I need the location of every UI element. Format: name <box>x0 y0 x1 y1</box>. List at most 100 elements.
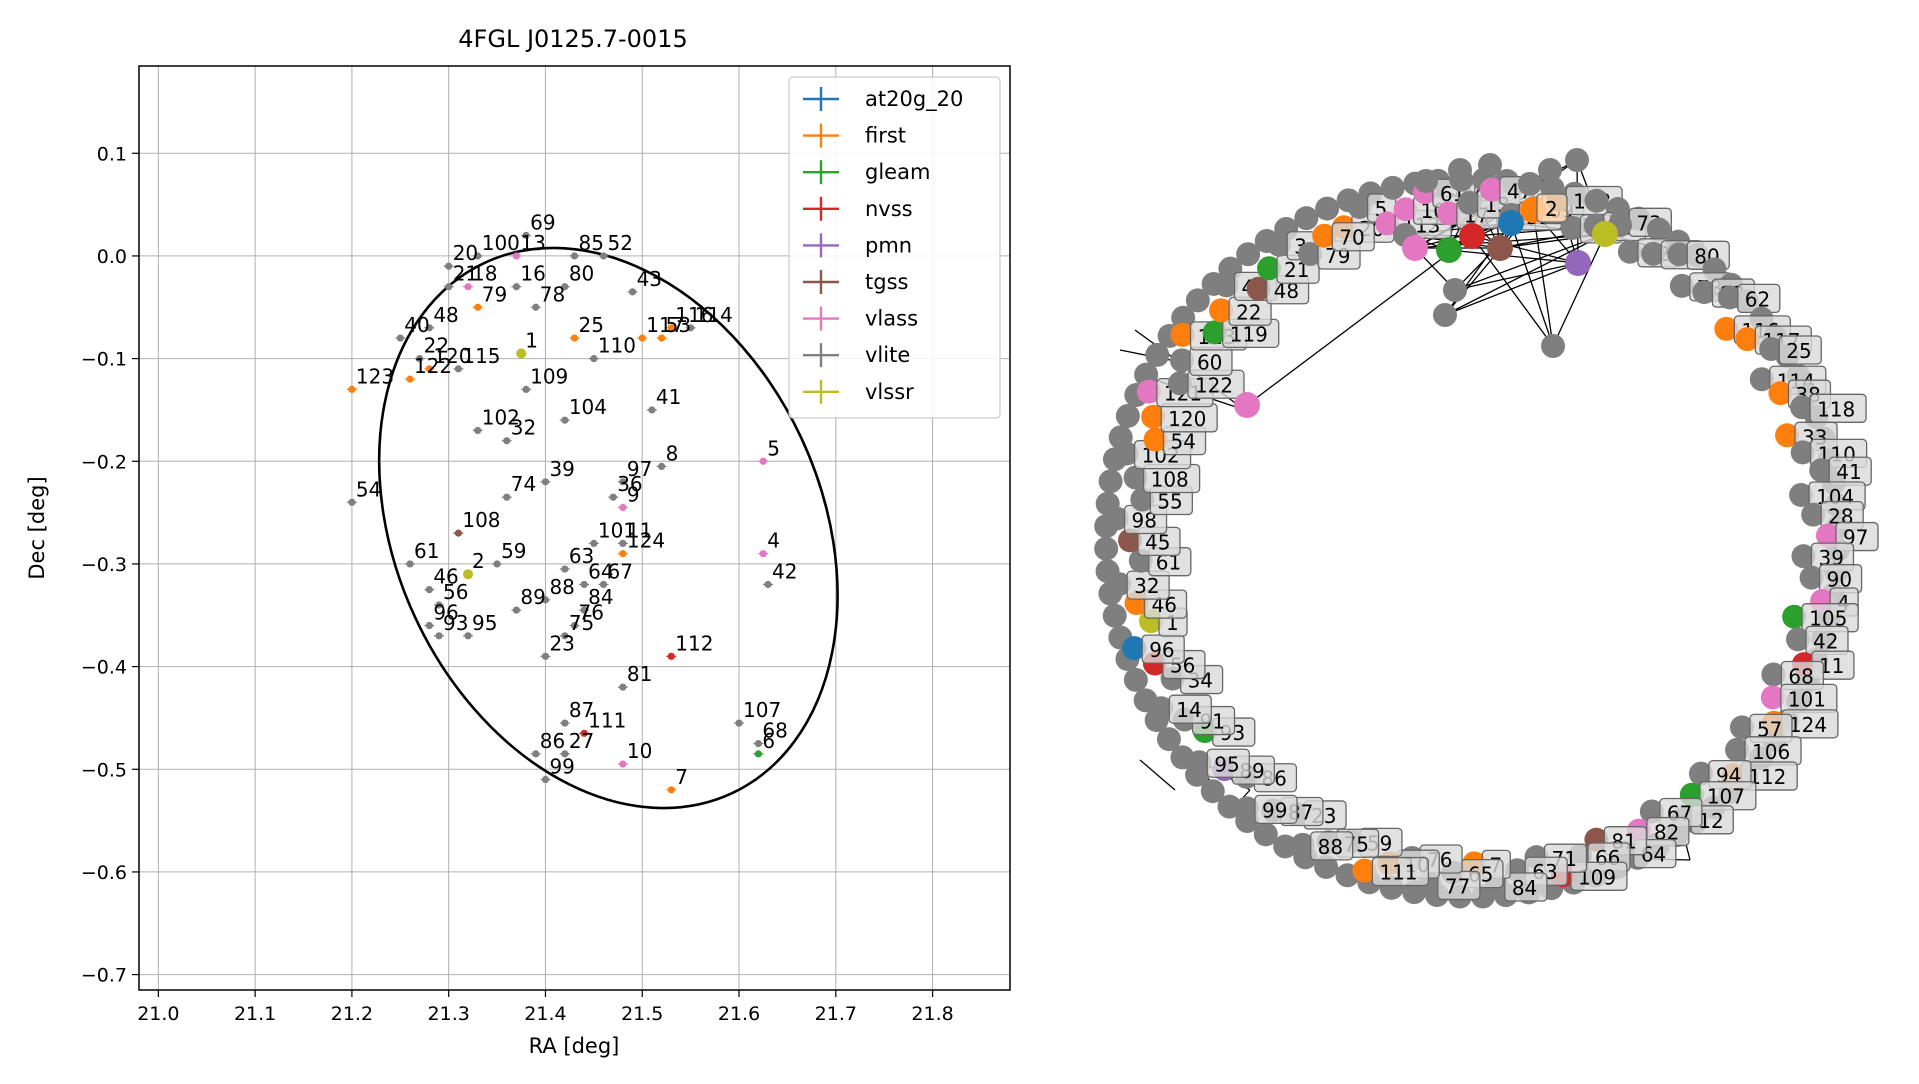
network-node <box>1136 379 1161 404</box>
point-label: 32 <box>511 416 536 440</box>
network-node-box <box>1809 393 1867 423</box>
network-node <box>1375 211 1400 236</box>
network-node <box>1541 334 1565 358</box>
data-point <box>619 539 627 548</box>
point-label: 100 <box>482 231 520 255</box>
network-node <box>1234 796 1259 821</box>
data-point <box>580 729 588 737</box>
network-node-label: 25 <box>1786 339 1811 363</box>
network-node-label: 88 <box>1318 835 1343 859</box>
data-point <box>454 529 462 537</box>
legend-label: nvss <box>865 197 913 221</box>
network-node <box>1592 221 1618 247</box>
network-node <box>1273 834 1298 859</box>
data-point <box>628 288 637 296</box>
point-label: 39 <box>549 457 574 481</box>
data-point <box>580 606 588 614</box>
network-node <box>1209 298 1234 323</box>
network-node <box>1799 565 1824 590</box>
x-tick-label: 21.0 <box>137 1003 179 1025</box>
point-label: 64 <box>588 559 613 583</box>
point-label: 87 <box>569 698 594 722</box>
network-node-label: 119 <box>1230 322 1268 346</box>
network-node-label: 77 <box>1445 874 1470 898</box>
network-node-label: 108 <box>1151 467 1189 491</box>
data-point <box>512 606 521 614</box>
data-point <box>570 334 579 342</box>
x-tick-label: 21.5 <box>621 1003 663 1025</box>
data-point <box>512 252 521 260</box>
network-node <box>1236 242 1261 267</box>
data-point <box>667 786 675 794</box>
network-node <box>1498 210 1524 236</box>
network-edge <box>1532 209 1554 347</box>
network-node-box <box>1331 222 1375 252</box>
network-node <box>1785 627 1810 652</box>
network-node <box>1791 544 1816 569</box>
x-tick-label: 21.4 <box>524 1003 566 1025</box>
network-node <box>1775 423 1800 448</box>
data-point <box>754 740 762 748</box>
network-node-box <box>1254 794 1298 825</box>
network-node-box <box>1504 872 1548 902</box>
network-node <box>1149 696 1174 721</box>
network-node <box>1145 342 1170 367</box>
network-node <box>1729 715 1754 740</box>
network-node <box>1669 273 1694 298</box>
data-point <box>445 262 453 270</box>
data-point <box>464 283 472 291</box>
point-label: 104 <box>569 395 607 419</box>
data-point <box>348 498 356 506</box>
network-node <box>1312 223 1337 248</box>
network-node-label: 99 <box>1262 798 1287 822</box>
point-label: 114 <box>695 303 733 327</box>
network-node-label: 107 <box>1707 785 1745 809</box>
network-node <box>1123 465 1148 490</box>
network-node <box>1801 502 1826 527</box>
network-panel: 2051131006117134755691038537735244807883… <box>1094 148 1879 909</box>
ellipse-outline <box>377 246 839 810</box>
point-label: 102 <box>482 405 520 429</box>
y-tick-label: 0.1 <box>97 143 127 165</box>
x-tick-label: 21.3 <box>428 1003 470 1025</box>
network-node-label: 60 <box>1197 350 1222 374</box>
network-node <box>1782 604 1807 629</box>
network-node-box <box>1310 831 1354 861</box>
network-node <box>1789 482 1814 507</box>
y-tick-label: −0.2 <box>81 451 127 473</box>
point-label: 110 <box>598 334 636 358</box>
network-node <box>1393 197 1418 222</box>
network-edge <box>1471 235 1554 347</box>
point-label: 46 <box>433 565 458 589</box>
point-label: 36 <box>617 472 642 496</box>
point-label: 53 <box>666 313 691 337</box>
y-tick-label: −0.7 <box>81 965 127 987</box>
data-point <box>396 334 404 342</box>
data-point <box>619 503 627 512</box>
point-label: 68 <box>762 719 787 743</box>
point-label: 122 <box>414 354 452 378</box>
network-node <box>1143 427 1168 452</box>
data-point <box>532 750 540 758</box>
data-point <box>541 775 550 784</box>
point-label: 59 <box>501 539 526 563</box>
network-node <box>1169 348 1194 373</box>
network-node-label: 124 <box>1789 713 1827 737</box>
point-label: 108 <box>462 508 500 532</box>
network-node <box>1815 523 1840 548</box>
data-point <box>541 478 550 486</box>
y-tick-label: −0.4 <box>81 657 127 679</box>
point-label: 63 <box>569 544 594 568</box>
data-point <box>454 365 462 373</box>
network-node <box>1123 667 1148 692</box>
y-tick-label: −0.1 <box>81 349 127 371</box>
network-node <box>1646 217 1671 242</box>
data-point <box>541 652 550 660</box>
network-node <box>1115 403 1140 428</box>
network-node-label: 54 <box>1171 430 1196 454</box>
network-node-label: 84 <box>1512 876 1537 900</box>
network-node <box>1768 381 1793 406</box>
network-node <box>1347 194 1372 219</box>
network-node-label: 120 <box>1168 407 1206 431</box>
network-node-label: 118 <box>1817 397 1855 421</box>
